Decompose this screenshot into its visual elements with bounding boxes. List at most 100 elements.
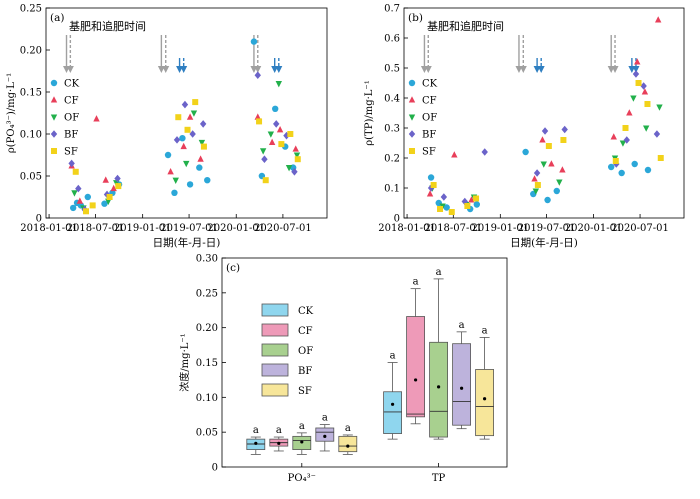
data-point-cf	[110, 184, 117, 192]
y-tick-label: 0.15	[20, 88, 42, 99]
legend-marker-sf	[51, 148, 57, 154]
data-point-bf	[68, 159, 75, 168]
data-point-cf	[167, 168, 174, 175]
data-point-of	[532, 188, 540, 195]
box-mean-ck	[254, 441, 258, 445]
box-cf	[406, 316, 426, 418]
data-point-ck	[164, 151, 172, 159]
legend-label-of: OF	[422, 113, 437, 124]
fertilization-arrow-dashed-head	[254, 66, 262, 73]
x-tick-label: 2018-07-01	[67, 223, 125, 234]
box-mean-sf	[483, 397, 487, 401]
legend-swatch-sf	[261, 383, 289, 397]
data-point-cf	[626, 109, 633, 116]
legend-label-sf: SF	[422, 147, 436, 158]
x-tick-label: 2019-07-01	[160, 223, 218, 234]
data-point-ck	[84, 193, 91, 201]
y-tick-label: 0	[36, 214, 42, 225]
legend-label-bf: BF	[64, 130, 78, 141]
data-point-cf	[426, 190, 434, 197]
box-mean-cf	[414, 378, 418, 382]
data-point-sf	[192, 99, 199, 106]
y-tick-label: 0	[212, 463, 218, 474]
data-point-sf	[106, 194, 113, 200]
x-axis-label: 日期(年-月-日)	[153, 236, 221, 249]
data-point-bf	[173, 136, 181, 144]
significance-letter: a	[276, 425, 282, 436]
box-mean-sf	[346, 444, 350, 448]
legend-label-sf: SF	[298, 386, 312, 397]
data-point-bf	[623, 136, 630, 144]
box-mean-cf	[277, 441, 281, 445]
significance-letter: a	[436, 267, 442, 278]
data-point-bf	[561, 125, 568, 134]
box-of	[429, 341, 449, 438]
data-point-bf	[75, 184, 82, 193]
legend-marker-bf	[408, 130, 416, 138]
y-axis-label: ρ(TP)/mg·L⁻¹	[364, 80, 375, 145]
topdressing-arrow-dashed-head	[632, 66, 640, 73]
x-tick-label: 2018-01-01	[20, 223, 78, 234]
plot-frame	[45, 7, 328, 219]
data-point-ck	[171, 189, 178, 196]
y-tick-label: 0.05	[196, 428, 218, 439]
box-mean-bf	[323, 434, 327, 438]
legend-swatch-bf	[261, 363, 289, 377]
data-point-ck	[631, 160, 638, 168]
x-tick-label: 2018-01-01	[378, 223, 436, 234]
box-sf	[475, 369, 495, 437]
data-point-ck	[101, 200, 108, 207]
data-point-sf	[115, 183, 122, 190]
y-axis-label: 浓度/mg·L⁻¹	[178, 333, 191, 391]
data-point-ck	[544, 196, 551, 204]
y-tick-label: 0.20	[196, 323, 218, 334]
box-bf	[315, 427, 335, 442]
significance-letter: a	[299, 421, 305, 432]
legend-label-cf: CF	[298, 326, 313, 337]
topdressing-arrow-dashed-head	[537, 66, 545, 73]
y-tick-label: 0.5	[384, 64, 400, 75]
data-point-of	[642, 125, 650, 132]
legend-marker-of	[50, 114, 58, 121]
data-point-cf	[548, 160, 555, 167]
panel-label: (b)	[408, 12, 423, 24]
y-tick-label: 0.10	[196, 393, 218, 404]
data-point-bf	[114, 174, 121, 183]
data-point-of	[656, 104, 663, 111]
significance-letter: a	[322, 413, 328, 424]
data-point-bf	[653, 130, 661, 138]
data-point-of	[275, 81, 282, 88]
legend-label-of: OF	[298, 346, 313, 357]
box-ck	[383, 391, 403, 434]
data-point-sf	[437, 206, 444, 212]
data-point-sf	[262, 177, 269, 184]
data-point-sf	[657, 155, 664, 161]
data-point-of	[71, 190, 78, 197]
data-point-sf	[448, 209, 455, 215]
data-point-sf	[560, 137, 567, 143]
legend-label-sf: SF	[64, 147, 78, 158]
panel-b-scatter: 0 0.1 0.2 0.3 0.4 0.5 0.6 0.7 2018-01-012018-07-…	[364, 4, 685, 249]
fertilization-arrow-dashed-head	[66, 66, 74, 73]
data-point-bf	[640, 82, 647, 90]
legend-label-bf: BF	[422, 130, 436, 141]
data-point-bf	[199, 120, 207, 128]
data-point-sf	[622, 125, 629, 131]
data-point-ck	[443, 204, 450, 211]
y-tick-label: 0.1	[384, 184, 400, 195]
data-point-cf	[76, 197, 84, 204]
data-point-sf	[278, 141, 285, 148]
data-point-cf	[268, 138, 276, 145]
fertilization-arrow-dashed-head	[162, 66, 170, 73]
data-point-of	[293, 152, 301, 159]
data-point-ck	[272, 105, 279, 113]
panel-label: (a)	[50, 12, 64, 24]
y-tick-label: 0.2	[384, 154, 400, 165]
data-point-ck	[522, 148, 529, 156]
panel-a-scatter: 0 0.05 0.10 0.15 0.20 0.25 2018-01-012018-07-0…	[6, 4, 328, 249]
data-point-bf	[481, 148, 488, 156]
topdressing-arrow-dashed-head	[180, 66, 188, 73]
significance-letter: a	[390, 351, 396, 362]
legend-label-cf: CF	[64, 96, 79, 107]
data-point-of	[105, 198, 112, 205]
